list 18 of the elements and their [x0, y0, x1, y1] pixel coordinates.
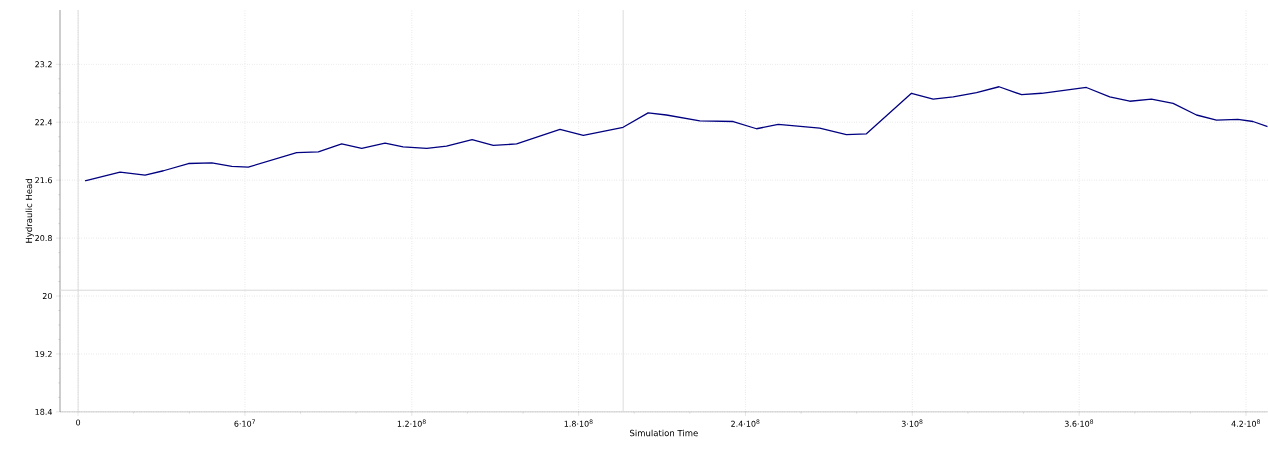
y-tick-label: 18.4 — [35, 408, 53, 415]
y-tick-label: 23.2 — [35, 61, 52, 68]
x-tick-label: 6·10$^{7}$ — [234, 419, 255, 427]
x-tick-label: 1.2·10$^{8}$ — [397, 419, 426, 427]
x-tick-label: 1.8·10$^{8}$ — [564, 419, 593, 427]
y-tick-label: 19.2 — [35, 350, 52, 358]
y-tick-label: 20.8 — [35, 235, 52, 242]
y-tick-label: 21.6 — [35, 177, 52, 184]
x-tick-label: 3·10$^{8}$ — [901, 419, 923, 427]
y-tick-label: 22.4 — [35, 119, 53, 126]
y-tick-label: 20 — [42, 293, 52, 300]
x-tick-label: 0 — [76, 419, 81, 426]
x-tick-label: 2.4·10$^{8}$ — [731, 419, 760, 427]
x-tick-label: 3.6·10$^{8}$ — [1064, 419, 1094, 427]
line-series — [84, 86, 1268, 182]
y-axis-title: Hydraulic Head — [25, 179, 34, 243]
x-axis-title: Simulation Time — [630, 429, 698, 437]
x-tick-label: 4.2·10$^{8}$ — [1231, 419, 1260, 427]
